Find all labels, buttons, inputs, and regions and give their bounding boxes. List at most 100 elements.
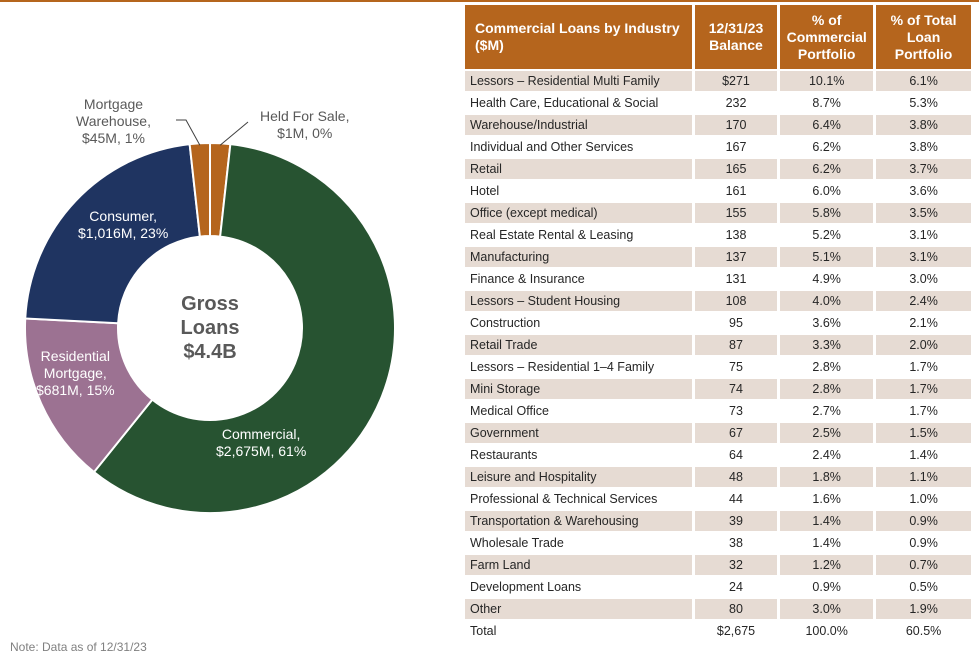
table-row: Individual and Other Services 167 6.2% 3.8% bbox=[465, 137, 971, 157]
table-row: Retail 165 6.2% 3.7% bbox=[465, 159, 971, 179]
industry-cell: Lessors – Residential 1–4 Family bbox=[465, 357, 692, 377]
value-cell: 2.8% bbox=[780, 357, 874, 377]
value-cell: 6.0% bbox=[780, 181, 874, 201]
value-cell: 48 bbox=[694, 467, 778, 487]
value-cell: 2.1% bbox=[876, 313, 971, 333]
value-cell: 1.8% bbox=[780, 467, 874, 487]
table-row: Real Estate Rental & Leasing 138 5.2% 3.1% bbox=[465, 225, 971, 245]
leader-line bbox=[219, 121, 249, 146]
value-cell: 1.2% bbox=[780, 555, 874, 575]
value-cell: 3.1% bbox=[876, 225, 971, 245]
slice-label-residential-mortgage: Residential Mortgage, $681M, 15% bbox=[36, 348, 115, 399]
value-cell: 3.3% bbox=[780, 335, 874, 355]
slice-label-line: Commercial, bbox=[221, 426, 301, 442]
table-row: Hotel 161 6.0% 3.6% bbox=[465, 181, 971, 201]
slice-label-line: $1M, 0% bbox=[277, 125, 333, 141]
value-cell: $271 bbox=[694, 71, 778, 91]
industry-cell: Development Loans bbox=[465, 577, 692, 597]
total-value-cell: 60.5% bbox=[876, 621, 971, 641]
value-cell: 1.7% bbox=[876, 401, 971, 421]
value-cell: 0.9% bbox=[780, 577, 874, 597]
slice-label-line: Held For Sale, bbox=[260, 108, 350, 124]
table-row: Lessors – Residential Multi Family $271 10… bbox=[465, 71, 971, 91]
value-cell: 3.6% bbox=[780, 313, 874, 333]
value-cell: 32 bbox=[694, 555, 778, 575]
value-cell: 165 bbox=[694, 159, 778, 179]
value-cell: 3.5% bbox=[876, 203, 971, 223]
industry-cell: Restaurants bbox=[465, 445, 692, 465]
industry-cell: Medical Office bbox=[465, 401, 692, 421]
value-cell: 5.3% bbox=[876, 93, 971, 113]
value-cell: 0.5% bbox=[876, 577, 971, 597]
value-cell: 1.7% bbox=[876, 357, 971, 377]
table-row: Warehouse/Industrial 170 6.4% 3.8% bbox=[465, 115, 971, 135]
industry-cell: Individual and Other Services bbox=[465, 137, 692, 157]
table-row: Finance & Insurance 131 4.9% 3.0% bbox=[465, 269, 971, 289]
table-total-row: Total $2,675 100.0% 60.5% bbox=[465, 621, 971, 641]
value-cell: 2.4% bbox=[876, 291, 971, 311]
value-cell: 131 bbox=[694, 269, 778, 289]
industry-cell: Government bbox=[465, 423, 692, 443]
industry-cell: Warehouse/Industrial bbox=[465, 115, 692, 135]
total-value-cell: 100.0% bbox=[780, 621, 874, 641]
value-cell: 3.0% bbox=[876, 269, 971, 289]
value-cell: 1.6% bbox=[780, 489, 874, 509]
table-row: Office (except medical) 155 5.8% 3.5% bbox=[465, 203, 971, 223]
industry-cell: Office (except medical) bbox=[465, 203, 692, 223]
column-header: % of Total Loan Portfolio bbox=[876, 5, 971, 69]
value-cell: 6.2% bbox=[780, 159, 874, 179]
value-cell: 232 bbox=[694, 93, 778, 113]
value-cell: 64 bbox=[694, 445, 778, 465]
industry-cell: Finance & Insurance bbox=[465, 269, 692, 289]
value-cell: 87 bbox=[694, 335, 778, 355]
slice-label-line: Mortgage bbox=[83, 96, 144, 112]
industry-cell: Wholesale Trade bbox=[465, 533, 692, 553]
value-cell: 39 bbox=[694, 511, 778, 531]
footnote: Note: Data as of 12/31/23 bbox=[10, 640, 147, 654]
value-cell: 137 bbox=[694, 247, 778, 267]
value-cell: 73 bbox=[694, 401, 778, 421]
industry-cell: Retail bbox=[465, 159, 692, 179]
value-cell: 74 bbox=[694, 379, 778, 399]
industry-cell: Real Estate Rental & Leasing bbox=[465, 225, 692, 245]
donut-chart: Gross Loans $4.4B Held For Sale, $1M, 0%… bbox=[0, 0, 460, 662]
industry-cell: Health Care, Educational & Social bbox=[465, 93, 692, 113]
value-cell: 1.4% bbox=[780, 533, 874, 553]
value-cell: 155 bbox=[694, 203, 778, 223]
value-cell: 4.0% bbox=[780, 291, 874, 311]
value-cell: 2.5% bbox=[780, 423, 874, 443]
value-cell: 1.9% bbox=[876, 599, 971, 619]
industry-cell: Lessors – Residential Multi Family bbox=[465, 71, 692, 91]
slice-label-mortgage-warehouse: Mortgage Warehouse, $45M, 1% bbox=[76, 96, 151, 147]
table-body: Lessors – Residential Multi Family $271 10… bbox=[465, 71, 971, 641]
commercial-loans-table: Commercial Loans by Industry ($M) 12/31/… bbox=[462, 3, 974, 643]
slice-label-held-for-sale: Held For Sale, $1M, 0% bbox=[260, 108, 349, 142]
value-cell: 1.4% bbox=[780, 511, 874, 531]
slice-label-line: Mortgage, bbox=[43, 365, 107, 381]
value-cell: 44 bbox=[694, 489, 778, 509]
total-label-cell: Total bbox=[465, 621, 692, 641]
value-cell: 138 bbox=[694, 225, 778, 245]
value-cell: 1.4% bbox=[876, 445, 971, 465]
table-row: Lessors – Student Housing 108 4.0% 2.4% bbox=[465, 291, 971, 311]
value-cell: 6.2% bbox=[780, 137, 874, 157]
donut-svg bbox=[24, 119, 397, 514]
table-row: Leisure and Hospitality 48 1.8% 1.1% bbox=[465, 467, 971, 487]
industry-cell: Mini Storage bbox=[465, 379, 692, 399]
industry-cell: Other bbox=[465, 599, 692, 619]
slice-label-line: Warehouse, bbox=[76, 113, 151, 129]
industry-cell: Leisure and Hospitality bbox=[465, 467, 692, 487]
value-cell: 6.1% bbox=[876, 71, 971, 91]
table-row: Health Care, Educational & Social 232 8.7%… bbox=[465, 93, 971, 113]
table-row: Construction 95 3.6% 2.1% bbox=[465, 313, 971, 333]
value-cell: 2.7% bbox=[780, 401, 874, 421]
table-row: Other 80 3.0% 1.9% bbox=[465, 599, 971, 619]
value-cell: 167 bbox=[694, 137, 778, 157]
center-label-line: Loans bbox=[180, 317, 240, 339]
value-cell: 8.7% bbox=[780, 93, 874, 113]
table-row: Restaurants 64 2.4% 1.4% bbox=[465, 445, 971, 465]
slice-label-line: Consumer, bbox=[89, 208, 157, 224]
leader-line bbox=[176, 119, 201, 146]
value-cell: 0.9% bbox=[876, 511, 971, 531]
value-cell: 24 bbox=[694, 577, 778, 597]
